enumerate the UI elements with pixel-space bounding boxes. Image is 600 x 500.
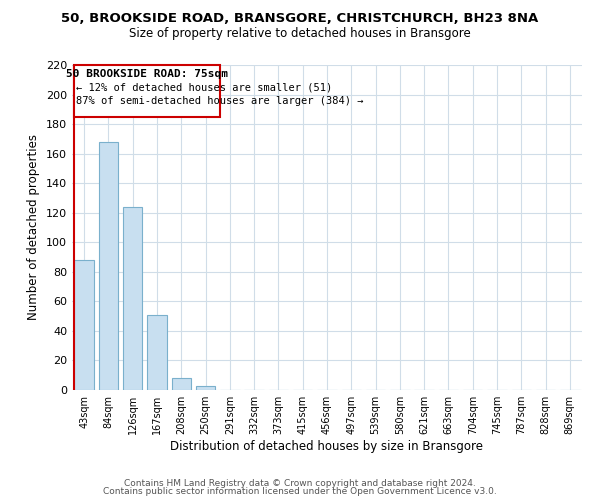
Text: Contains HM Land Registry data © Crown copyright and database right 2024.: Contains HM Land Registry data © Crown c…: [124, 478, 476, 488]
Text: Contains public sector information licensed under the Open Government Licence v3: Contains public sector information licen…: [103, 487, 497, 496]
X-axis label: Distribution of detached houses by size in Bransgore: Distribution of detached houses by size …: [170, 440, 484, 453]
Text: Size of property relative to detached houses in Bransgore: Size of property relative to detached ho…: [129, 28, 471, 40]
Bar: [123, 207, 142, 390]
Bar: [74, 260, 94, 390]
Bar: [99, 142, 118, 390]
Bar: [196, 386, 215, 390]
FancyBboxPatch shape: [74, 65, 220, 116]
Text: 50 BROOKSIDE ROAD: 75sqm: 50 BROOKSIDE ROAD: 75sqm: [66, 70, 228, 80]
Text: ← 12% of detached houses are smaller (51): ← 12% of detached houses are smaller (51…: [76, 82, 332, 92]
Bar: [172, 378, 191, 390]
Bar: [147, 314, 167, 390]
Text: 50, BROOKSIDE ROAD, BRANSGORE, CHRISTCHURCH, BH23 8NA: 50, BROOKSIDE ROAD, BRANSGORE, CHRISTCHU…: [61, 12, 539, 26]
Text: 87% of semi-detached houses are larger (384) →: 87% of semi-detached houses are larger (…: [76, 96, 364, 106]
Y-axis label: Number of detached properties: Number of detached properties: [28, 134, 40, 320]
